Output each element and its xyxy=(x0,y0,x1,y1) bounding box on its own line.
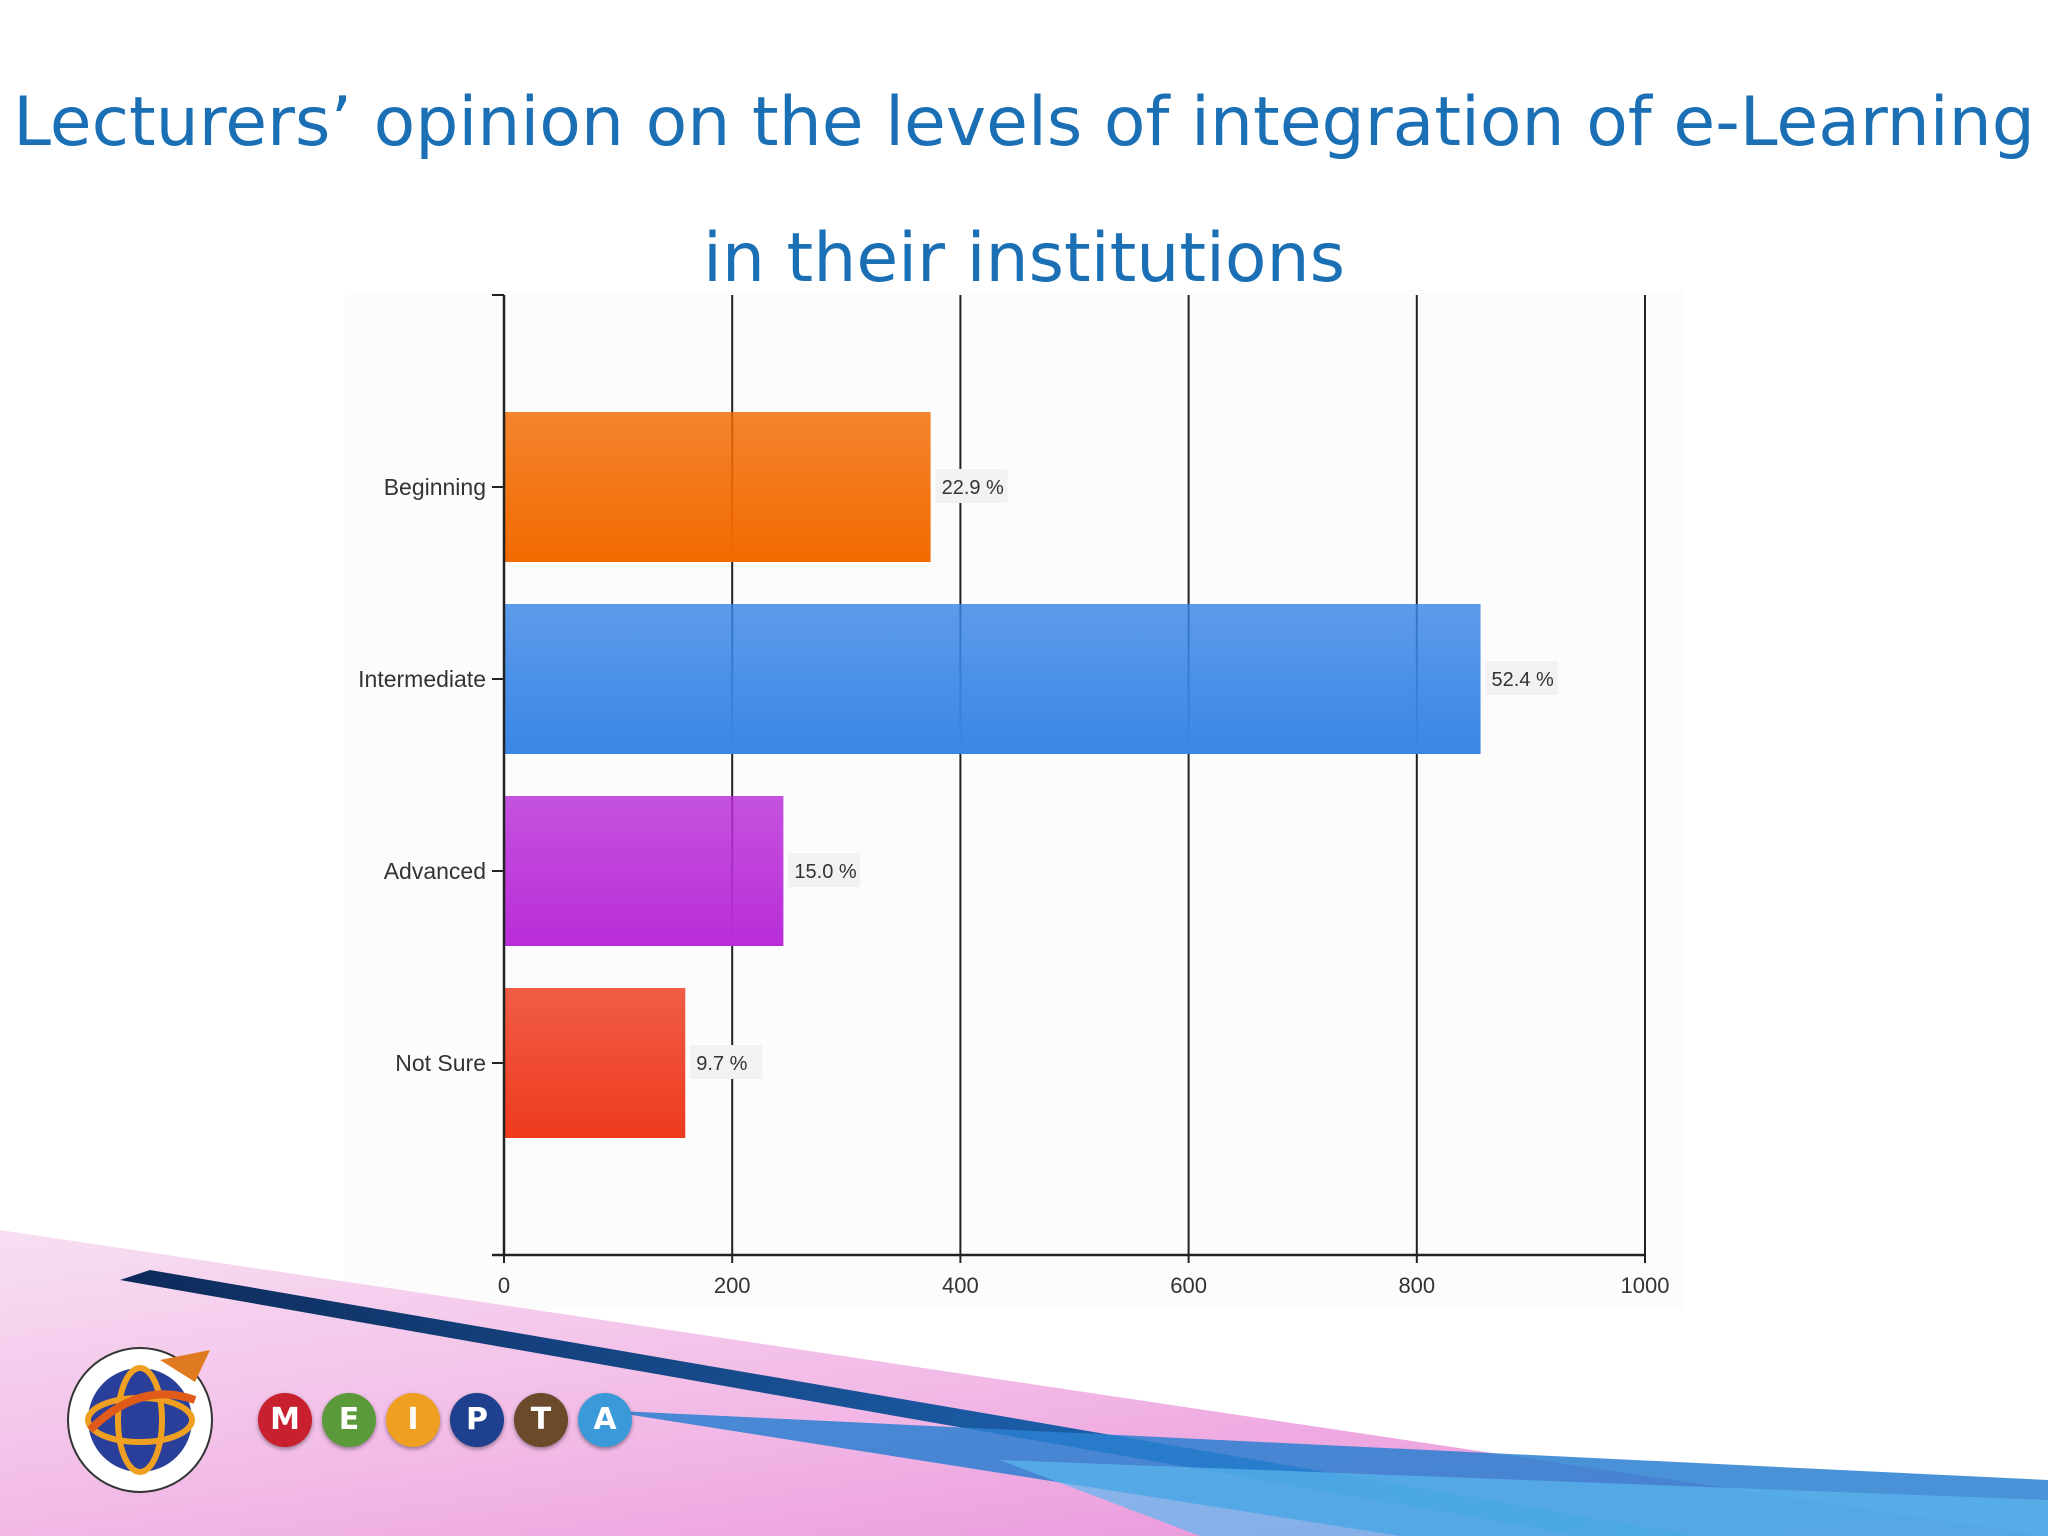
data-label-advanced: 15.0 % xyxy=(794,861,856,883)
logo-area xyxy=(60,1320,660,1520)
title-line-2: in their institutions xyxy=(702,219,1346,298)
x-tick-label-800: 800 xyxy=(1398,1273,1435,1298)
x-tick-label-600: 600 xyxy=(1170,1273,1207,1298)
ministry-seal-logo xyxy=(67,1347,213,1493)
bar-not-sure xyxy=(505,988,686,1138)
label-layer: 0 200 400 600 800 1000 Beginning 22.9 % Intermed… xyxy=(358,469,1669,1298)
x-tick-label-1000: 1000 xyxy=(1621,1273,1670,1298)
meipta-letter-e: E xyxy=(322,1393,376,1447)
data-label-bg-1 xyxy=(1485,661,1558,695)
data-label-bg-2 xyxy=(788,853,861,887)
data-label-intermediate: 52.4 % xyxy=(1492,669,1554,691)
meipta-letter-i: I xyxy=(386,1393,440,1447)
data-label-beginning: 22.9 % xyxy=(942,477,1004,499)
meipta-letter-a: A xyxy=(578,1393,632,1447)
category-label-beginning: Beginning xyxy=(384,474,486,500)
bar-chart: 0 200 400 600 800 1000 Beginning 22.9 % Intermed… xyxy=(358,294,1669,1298)
meipta-letter-t: T xyxy=(514,1393,568,1447)
bar-beginning xyxy=(505,412,931,562)
title-line-1: Lecturers’ opinion on the levels of inte… xyxy=(13,83,2035,162)
bar-intermediate xyxy=(505,604,1481,754)
x-tick-label-0: 0 xyxy=(498,1273,510,1298)
meipta-letter-m: M xyxy=(258,1393,312,1447)
data-label-bg-3 xyxy=(690,1045,763,1079)
category-label-advanced: Advanced xyxy=(384,858,486,884)
x-tick-label-400: 400 xyxy=(942,1273,979,1298)
footer-decoration xyxy=(0,1230,2048,1536)
category-label-not-sure: Not Sure xyxy=(395,1050,486,1076)
bar-layer xyxy=(505,412,1481,1138)
slide-title: Lecturers’ opinion on the levels of inte… xyxy=(0,55,2048,327)
axis-layer xyxy=(492,294,1646,1263)
data-label-not-sure: 9.7 % xyxy=(696,1053,747,1075)
meipta-letter-p: P xyxy=(450,1393,504,1447)
bar-advanced xyxy=(505,796,784,946)
category-label-intermediate: Intermediate xyxy=(358,666,486,692)
x-tick-label-200: 200 xyxy=(714,1273,751,1298)
data-label-bg-0 xyxy=(935,469,1008,503)
grid-layer xyxy=(731,295,1646,1255)
